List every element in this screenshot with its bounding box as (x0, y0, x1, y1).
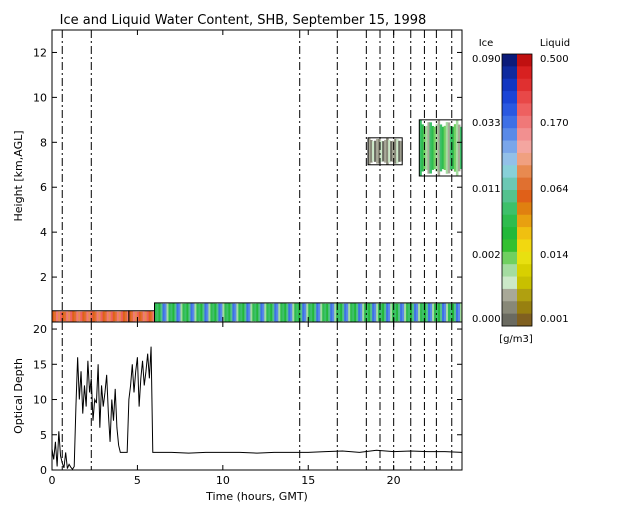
time-tick-label: 5 (134, 474, 141, 487)
ice-swatch (502, 128, 517, 141)
top-dashed-time-lines (61, 30, 453, 322)
liquid-swatch (517, 177, 532, 191)
optical-depth-panel: 0 5 10 15 20 0 5 10 15 20 Optical Depth Time (ho… (12, 321, 463, 503)
region-liquid-0 (51, 310, 130, 323)
ice-swatch (502, 177, 517, 191)
liquid-swatch (517, 276, 532, 290)
ice-level-label: 0.033 (472, 118, 501, 129)
liquid-swatch (517, 140, 532, 154)
ice-swatch (502, 276, 517, 290)
time-tick-label: 15 (301, 474, 315, 487)
ice-swatch (502, 165, 517, 179)
liquid-swatch (517, 251, 532, 265)
time-tick-label: 20 (387, 474, 401, 487)
ice-swatch (502, 78, 517, 92)
colorbar: Ice Liquid 0.090 0.033 0.011 0.002 0.000 0.50… (472, 38, 570, 345)
time-tick-label: 0 (49, 474, 56, 487)
liquid-swatch (517, 152, 532, 166)
liquid-swatch (517, 78, 532, 92)
ice-level-label: 0.011 (472, 184, 501, 195)
region-ice-3 (367, 137, 403, 166)
ice-swatch (502, 152, 517, 166)
time-tick-label: 10 (216, 474, 230, 487)
liquid-level-label: 0.170 (540, 118, 569, 129)
liquid-swatch (517, 91, 532, 104)
optical-depth-tick-label: 0 (40, 464, 47, 477)
ice-swatch (502, 66, 517, 80)
ice-swatch (502, 313, 517, 327)
time-axis-ticks: 0 5 10 15 20 (49, 322, 401, 487)
liquid-level-label: 0.064 (540, 184, 569, 195)
water-content-regions (51, 119, 463, 323)
liquid-level-label: 0.014 (540, 250, 569, 261)
colorbar-units: [g/m3] (499, 334, 533, 345)
ice-level-label: 0.090 (472, 54, 501, 65)
liquid-swatch (517, 227, 532, 240)
region-ice-4 (418, 119, 463, 177)
optical-depth-axis-label: Optical Depth (12, 358, 25, 434)
ice-swatch (502, 115, 517, 129)
ice-swatch (502, 91, 517, 104)
top-plot-frame (51, 29, 463, 323)
colorbar-liquid-header: Liquid (540, 38, 570, 49)
ice-swatch (502, 264, 517, 277)
bottom-plot-frame (51, 321, 463, 471)
ice-swatch (502, 227, 517, 240)
liquid-swatch (517, 103, 532, 117)
height-tick-label: 10 (33, 91, 47, 104)
colorbar-ice-swatches (502, 54, 517, 327)
liquid-swatch (517, 264, 532, 277)
liquid-swatch (517, 66, 532, 80)
liquid-swatch (517, 288, 532, 302)
ice-level-label: 0.002 (472, 250, 501, 261)
optical-depth-tick-label: 15 (33, 358, 47, 371)
colorbar-tick-labels: 0.090 0.033 0.011 0.002 0.000 0.500 0.170 0.064… (472, 54, 569, 325)
liquid-swatch (517, 115, 532, 129)
height-axis-ticks: 2 4 6 8 10 12 (33, 46, 462, 284)
colorbar-ice-header: Ice (479, 38, 494, 49)
top-time-axis-ticks (51, 30, 395, 322)
ice-swatch (502, 288, 517, 302)
height-tick-label: 4 (40, 226, 47, 239)
optical-depth-series-line (51, 346, 463, 471)
ice-swatch (502, 301, 517, 315)
height-tick-label: 2 (40, 271, 47, 284)
liquid-swatch (517, 128, 532, 141)
chart-title: Ice and Liquid Water Content, SHB, Septe… (60, 13, 427, 28)
time-axis-label: Time (hours, GMT) (205, 490, 308, 503)
optical-depth-tick-label: 20 (33, 323, 47, 336)
ice-level-label: 0.000 (472, 314, 501, 325)
liquid-swatch (517, 239, 532, 253)
liquid-swatch (517, 202, 532, 216)
liquid-swatch (517, 313, 532, 327)
liquid-level-label: 0.500 (540, 54, 569, 65)
region-liquid-1 (128, 310, 156, 323)
ice-swatch (502, 103, 517, 117)
liquid-swatch (517, 190, 532, 203)
bottom-dashed-time-lines (61, 322, 453, 470)
ice-swatch (502, 54, 517, 67)
optical-depth-axis-ticks: 0 5 10 15 20 (33, 323, 462, 477)
height-axis-label: Height [km,AGL] (12, 130, 25, 221)
liquid-swatch (517, 301, 532, 315)
liquid-swatch (517, 54, 532, 67)
liquid-level-label: 0.001 (540, 314, 569, 325)
ice-swatch (502, 140, 517, 154)
ice-swatch (502, 251, 517, 265)
ice-swatch (502, 190, 517, 203)
ice-swatch (502, 214, 517, 228)
height-tick-label: 12 (33, 46, 47, 59)
ice-swatch (502, 202, 517, 216)
colorbar-liquid-swatches (501, 53, 533, 327)
height-tick-label: 6 (40, 181, 47, 194)
height-time-panel: 2 4 6 8 10 12 Height [km,AGL] (12, 29, 463, 323)
height-tick-label: 8 (40, 136, 47, 149)
ice-swatch (502, 239, 517, 253)
liquid-swatch (517, 165, 532, 179)
liquid-swatch (517, 214, 532, 228)
optical-depth-tick-label: 5 (40, 429, 47, 442)
optical-depth-tick-label: 10 (33, 394, 47, 407)
region-liquid-2 (154, 302, 463, 323)
